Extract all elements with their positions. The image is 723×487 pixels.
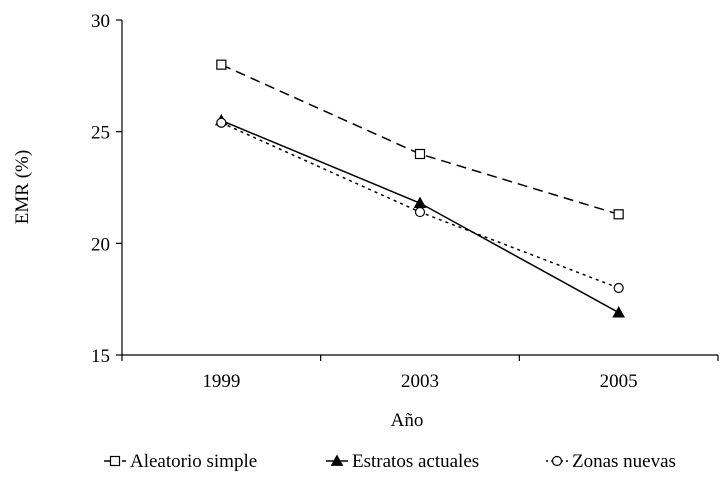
x-ticks: 1999 2003 2005 [121, 355, 719, 392]
y-tick-label: 30 [91, 11, 110, 32]
x-tick-label: 1999 [202, 371, 240, 392]
data-point [414, 206, 426, 218]
series-0 [216, 59, 624, 220]
legend-item: Aleatorio simple [104, 451, 257, 472]
data-point [613, 209, 624, 220]
legend-item: Estratos actuales [326, 451, 479, 472]
legend-label: Estratos actuales [352, 451, 479, 472]
x-axis-title: Año [391, 410, 424, 431]
legend: Aleatorio simple Estratos actuales Zonas n… [104, 451, 676, 472]
legend-label: Zonas nuevas [572, 451, 676, 472]
y-ticks: 15 20 25 30 [91, 11, 122, 367]
data-point [216, 117, 227, 128]
series-line [221, 63, 619, 216]
data-point [216, 59, 227, 70]
x-tick-label: 2003 [401, 371, 439, 392]
y-tick-label: 15 [91, 346, 110, 367]
series-layer [214, 59, 626, 318]
x-tick-label: 2005 [600, 371, 638, 392]
legend-marker [551, 455, 563, 467]
series-2 [216, 117, 624, 294]
legend-label: Aleatorio simple [130, 451, 257, 472]
legend-marker [109, 455, 121, 467]
legend-marker [330, 454, 344, 466]
y-axis-title: EMR (%) [12, 150, 33, 224]
data-point [612, 306, 626, 318]
axes [121, 20, 718, 356]
data-point [413, 196, 427, 209]
legend-item: Zonas nuevas [546, 451, 676, 472]
data-point [414, 148, 426, 160]
y-tick-label: 20 [91, 234, 110, 255]
y-tick-label: 25 [91, 123, 110, 144]
data-point [613, 282, 624, 294]
